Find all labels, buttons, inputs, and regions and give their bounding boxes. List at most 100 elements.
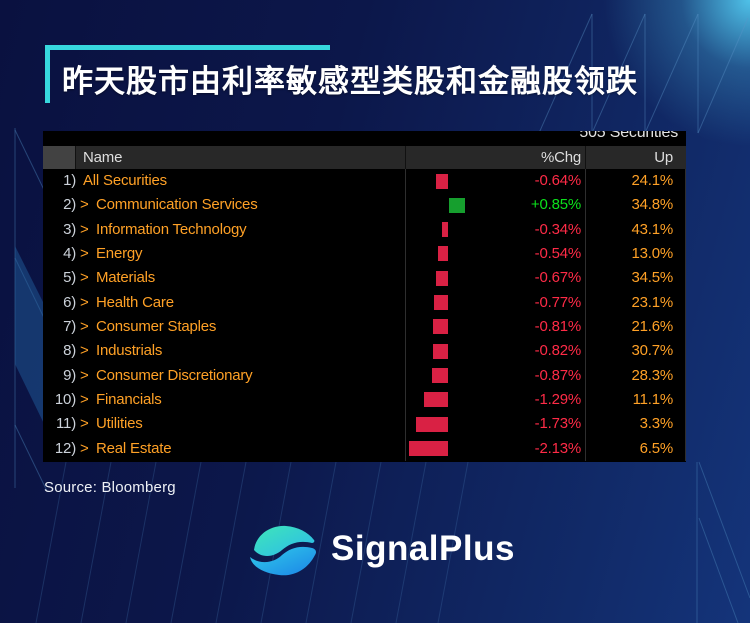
sector-performance-table: 505 Securities Name %Chg Up 1) All Secur… [43,131,686,462]
row-number: 1) [63,172,76,189]
chg-bar [409,441,448,457]
chg-value: -1.29% [534,390,582,408]
chg-bar [433,343,448,359]
chg-value: -0.64% [534,172,582,189]
expand-arrow-icon: > [80,439,89,457]
expand-arrow-icon: > [80,317,89,335]
column-divider [585,169,586,461]
expand-arrow-icon: > [80,390,89,408]
chg-value: -0.34% [534,220,582,238]
sector-name: All Securities [83,172,167,189]
chg-bar [424,392,448,408]
chg-bar [449,197,465,213]
sector-name: Utilities [96,415,143,433]
chg-value: +0.85% [530,196,581,214]
chg-value: -2.13% [534,439,582,457]
table-row: 1) All Securities -0.64% 24.1% [43,169,686,193]
row-number: 5) [63,269,76,287]
chg-bar [438,246,448,262]
row-number: 12) [54,439,76,457]
left-accent-shape [15,246,47,430]
chg-bar [433,319,448,335]
chg-value: -0.67% [534,269,582,287]
title-frame-left-line [45,45,50,103]
sector-name: Information Technology [96,220,247,238]
up-value: 43.1% [631,220,673,238]
expand-arrow-icon: > [80,244,89,262]
column-divider [405,169,406,461]
row-number: 11) [56,415,76,433]
sector-name: Communication Services [96,196,258,214]
table-row: 8) > Industrials -0.82% 30.7% [43,339,686,363]
row-number: 8) [63,342,76,360]
table-row: 6) > Health Care -0.77% 23.1% [43,291,686,315]
sector-name: Financials [96,390,162,408]
column-header-chg: %Chg [405,146,581,169]
row-number: 10) [54,390,76,408]
up-value: 30.7% [631,342,673,360]
table-row: 10) > Financials -1.29% 11.1% [43,388,686,412]
expand-arrow-icon: > [80,196,89,214]
column-header-name: Name [83,149,123,166]
sector-name: Consumer Staples [96,317,217,335]
sector-name: Real Estate [96,439,172,457]
chg-bar [416,416,448,432]
signalplus-logo: SignalPlus [246,519,515,579]
up-value: 11.1% [632,390,674,408]
expand-arrow-icon: > [80,366,89,384]
table-row: 9) > Consumer Discretionary -0.87% 28.3% [43,364,686,388]
chg-value: -0.77% [534,293,582,311]
chg-bar [432,368,448,384]
chg-value: -0.87% [534,366,582,384]
chg-value: -0.82% [534,342,582,360]
table-header: Name %Chg Up [43,146,686,169]
header-corner-cell [43,146,76,169]
row-number: 4) [63,244,76,262]
page-title: 昨天股市由利率敏感型类股和金融股领跌 [62,64,638,99]
table-row: 4) > Energy -0.54% 13.0% [43,242,686,266]
chg-value: -1.73% [534,415,582,433]
row-number: 2) [63,196,76,214]
up-value: 34.5% [631,269,673,287]
sector-name: Consumer Discretionary [96,366,253,384]
table-row: 7) > Consumer Staples -0.81% 21.6% [43,315,686,339]
table-row: 11) > Utilities -1.73% 3.3% [43,412,686,436]
up-value: 34.8% [631,196,673,214]
chg-bar [442,222,448,238]
logo-text: SignalPlus [331,529,515,568]
table-row: 5) > Materials -0.67% 34.5% [43,266,686,290]
sector-name: Industrials [96,342,163,360]
table-rows: 1) All Securities -0.64% 24.1% 2) > Comm… [43,169,686,461]
chg-bar [436,270,448,286]
row-number: 7) [63,317,76,335]
sector-name: Health Care [96,293,174,311]
expand-arrow-icon: > [80,293,89,311]
expand-arrow-icon: > [80,342,89,360]
expand-arrow-icon: > [80,220,89,238]
chg-bar [436,173,448,189]
table-row: 2) > Communication Services +0.85% 34.8% [43,193,686,217]
chg-bar [434,295,448,311]
chg-value: -0.81% [534,317,582,335]
up-value: 3.3% [639,415,674,433]
chg-value: -0.54% [534,244,582,262]
sector-name: Energy [96,244,143,262]
title-frame-top-line [45,45,330,50]
table-row: 3) > Information Technology -0.34% 43.1% [43,218,686,242]
up-value: 13.0% [631,244,673,262]
row-number: 3) [63,220,76,238]
column-header-up: Up [585,146,673,169]
up-value: 24.1% [631,172,673,189]
row-number: 9) [63,366,76,384]
up-value: 21.6% [631,317,673,335]
row-number: 6) [63,293,76,311]
logo-mark-icon [250,525,316,576]
up-value: 28.3% [631,366,673,384]
expand-arrow-icon: > [80,269,89,287]
up-value: 23.1% [631,293,673,311]
source-label: Source: Bloomberg [44,479,176,496]
securities-count-label: 505 Securities [579,131,678,141]
column-divider [685,169,686,461]
expand-arrow-icon: > [80,415,89,433]
